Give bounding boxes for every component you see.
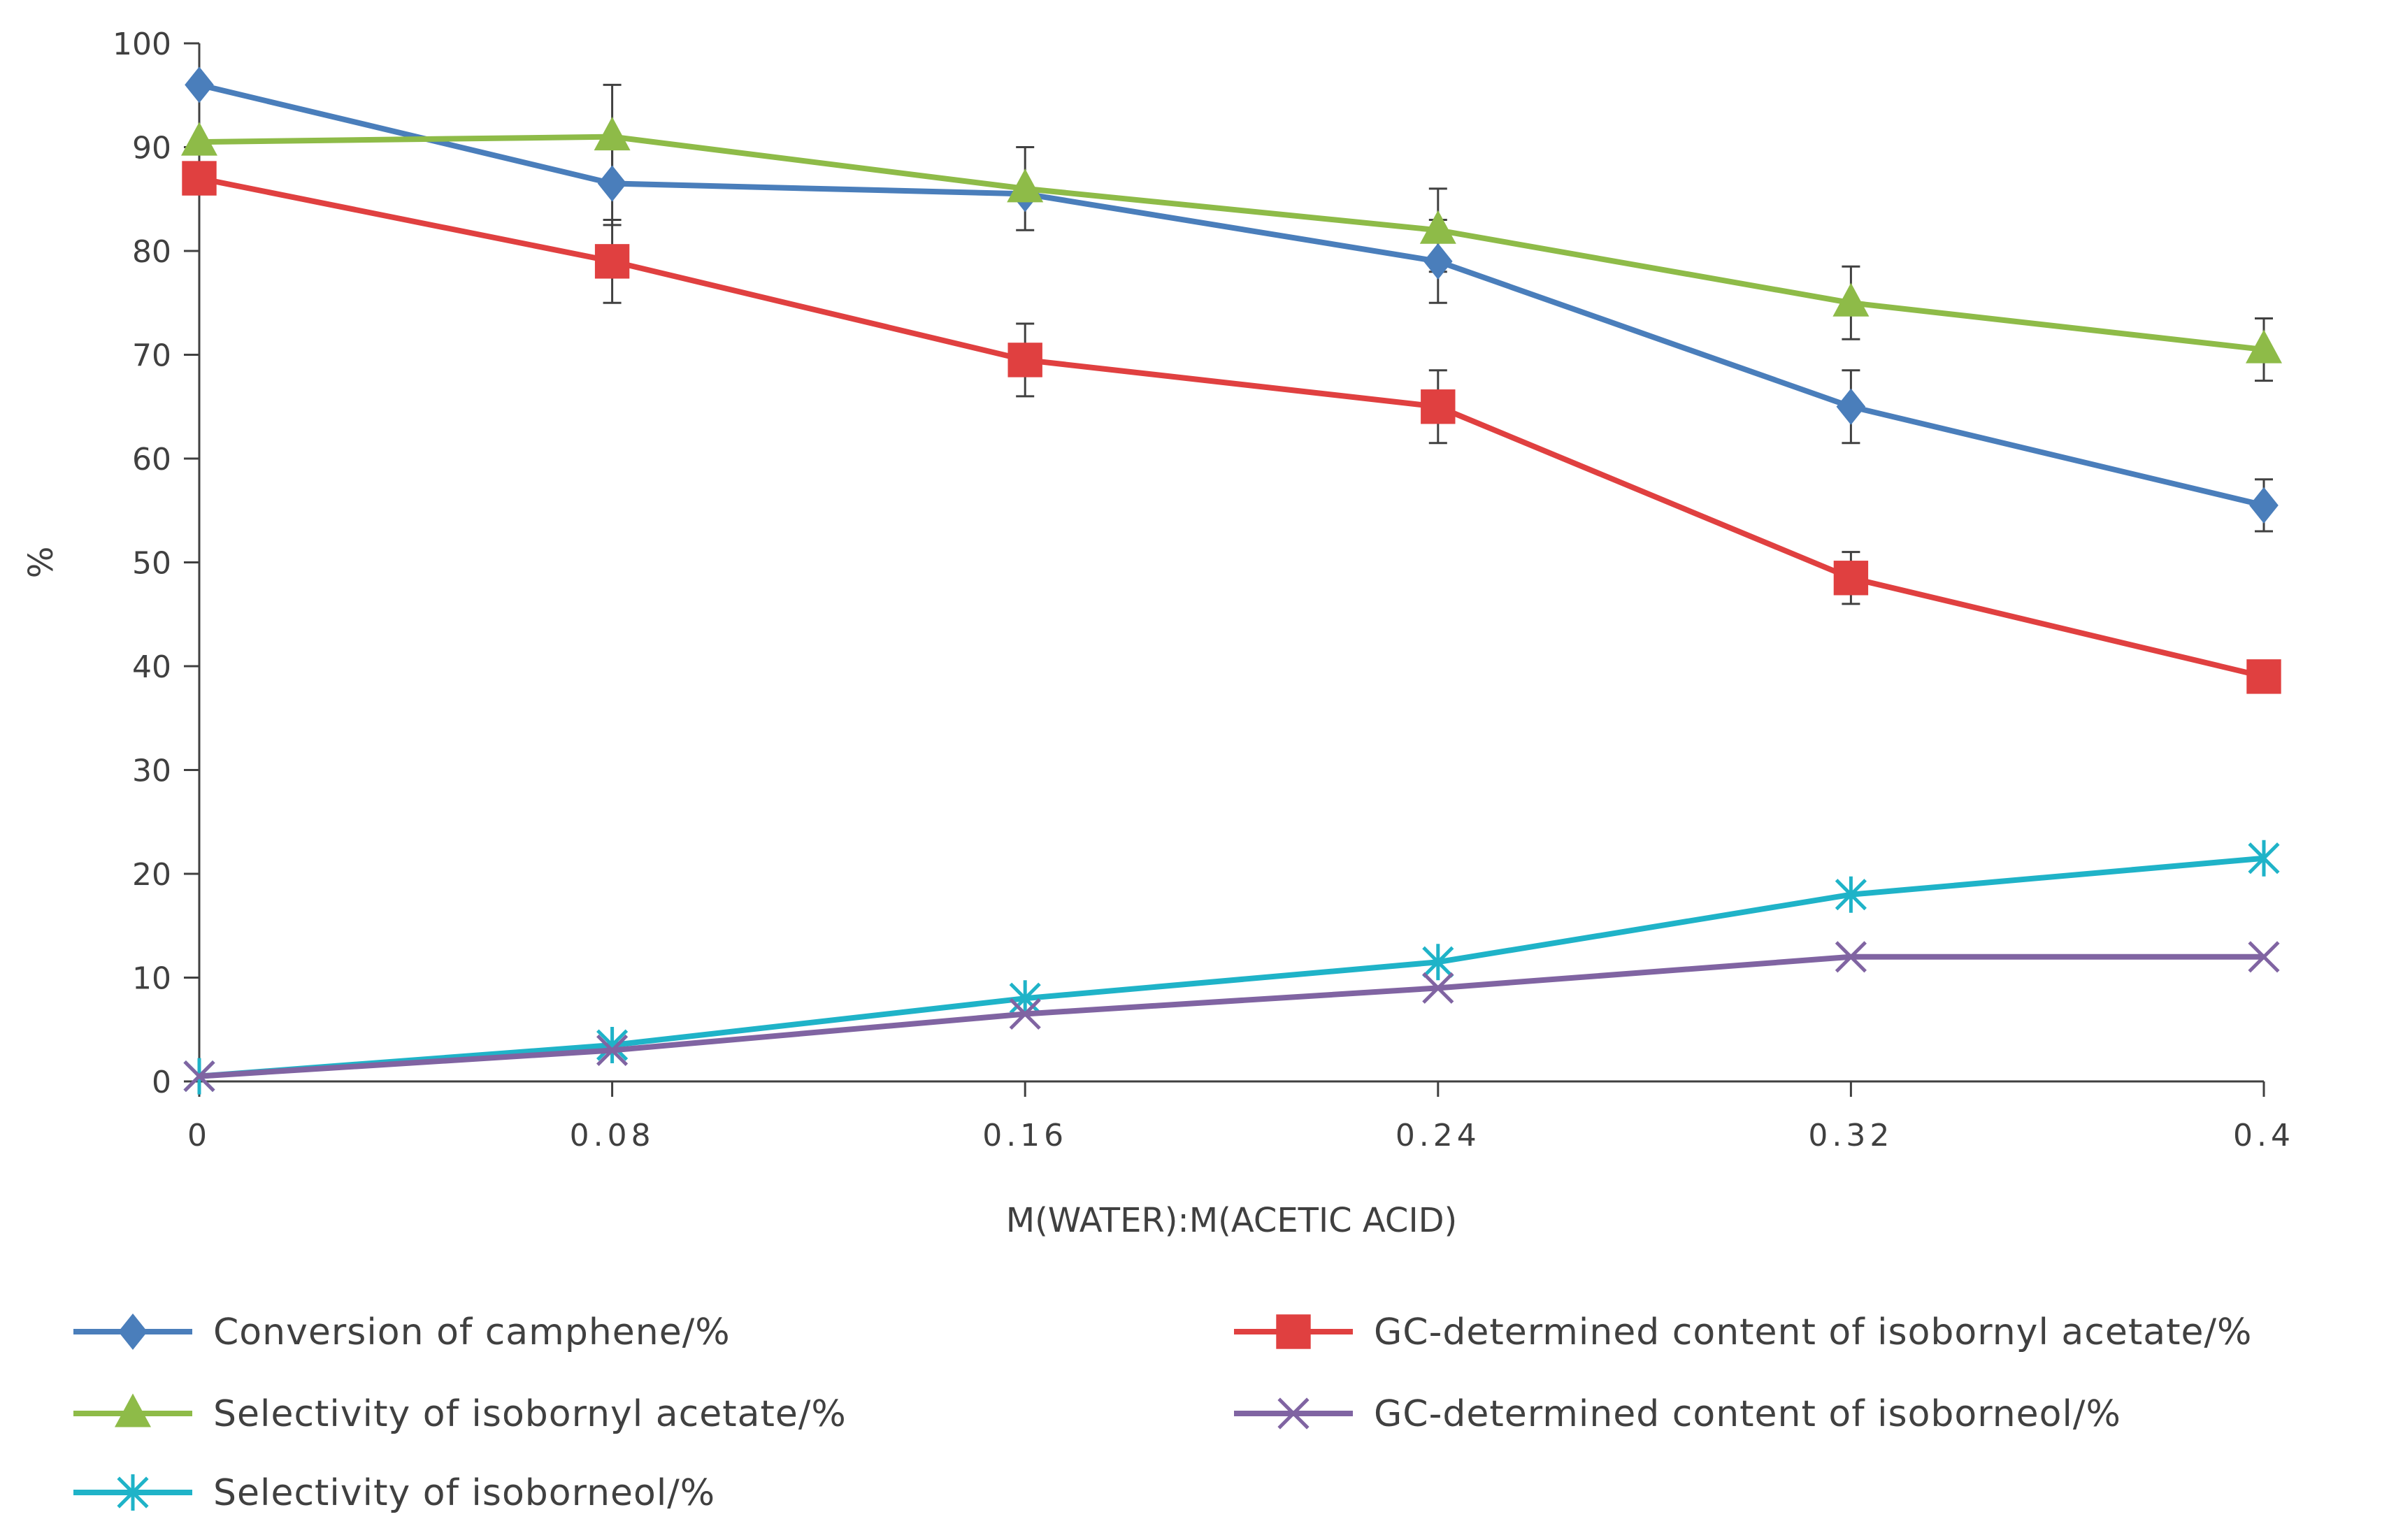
marker-stroke [596, 1034, 629, 1067]
legend: Conversion of camphene/% GC-determined co… [73, 1311, 2252, 1514]
x-tick-label: 0.16 [982, 1118, 1068, 1153]
data-point [1007, 343, 1042, 377]
data-point [2246, 659, 2281, 694]
legend-item: Selectivity of isoborneol/% [73, 1472, 715, 1514]
legend-item: Selectivity of isobornyl acetate/% [73, 1393, 847, 1435]
marker-stroke [1422, 972, 1454, 1004]
marker-stroke [183, 1060, 215, 1093]
marker-stroke [1277, 1397, 1310, 1430]
data-point [594, 117, 631, 151]
legend-label: GC-determined content of isobornyl aceta… [1374, 1311, 2252, 1353]
x-axis-title: M(WATER):M(ACETIC ACID) [1006, 1201, 1458, 1240]
legend-item: GC-determined content of isoborneol/% [1234, 1393, 2121, 1435]
data-point [1423, 243, 1453, 280]
legend-label: Conversion of camphene/% [213, 1311, 731, 1353]
data-point [1835, 876, 1867, 913]
legend-label: Selectivity of isobornyl acetate/% [213, 1393, 847, 1435]
data-point [1832, 282, 1870, 317]
data-point [185, 66, 214, 103]
data-point [597, 165, 627, 202]
x-tick-label: 0 [187, 1118, 211, 1153]
y-tick-label: 50 [132, 546, 171, 582]
x-tick-label: 0.4 [2233, 1118, 2295, 1153]
series-1 [182, 161, 2281, 694]
data-point [1419, 210, 1456, 244]
y-tick-label: 90 [132, 131, 171, 166]
data-point [1009, 998, 1041, 1030]
series-line [199, 855, 2265, 1079]
series-0 [185, 66, 2279, 524]
y-tick-label: 30 [132, 754, 171, 789]
series-line [199, 953, 2264, 1079]
x-tick-label: 0.08 [570, 1118, 655, 1153]
data-point [1835, 941, 1867, 973]
legend-marker [117, 1474, 149, 1511]
data-point [2249, 487, 2279, 524]
data-point [2248, 840, 2280, 877]
series-2 [181, 117, 2282, 364]
data-point [2246, 329, 2282, 364]
y-tick-label: 10 [132, 961, 171, 997]
data-point [1421, 389, 1456, 424]
data-point [1009, 980, 1041, 1017]
marker-stroke [1835, 941, 1867, 973]
series-line [199, 175, 2265, 679]
y-tick-label: 70 [132, 338, 171, 374]
data-point [1422, 972, 1454, 1004]
legend-label: GC-determined content of isoborneol/% [1374, 1393, 2121, 1435]
y-tick-label: 60 [132, 442, 171, 477]
y-axis-ticks: 0 10 20 30 40 50 60 70 80 90 100 [113, 27, 199, 1100]
legend-marker [1276, 1314, 1311, 1349]
legend-label: Selectivity of isoborneol/% [213, 1472, 715, 1514]
legend-item: GC-determined content of isobornyl aceta… [1234, 1311, 2252, 1353]
data-point [1007, 168, 1044, 203]
data-point [1836, 388, 1866, 425]
axes [198, 43, 2264, 1083]
series-line [199, 82, 2265, 508]
series-4 [183, 840, 2280, 1095]
series-line [199, 134, 2265, 353]
x-tick-label: 0.24 [1396, 1118, 1481, 1153]
data-point [594, 244, 630, 279]
data-point [1422, 944, 1454, 981]
series-3 [183, 941, 2280, 1093]
plot-area [181, 66, 2282, 1095]
data-point [2248, 941, 2280, 973]
legend-item: Conversion of camphene/% [73, 1311, 731, 1353]
x-tick-label: 0.32 [1808, 1118, 1893, 1153]
y-tick-label: 20 [132, 857, 171, 893]
data-point [181, 122, 217, 156]
data-point [182, 161, 217, 196]
data-point [1833, 561, 1869, 596]
y-tick-label: 0 [152, 1065, 171, 1100]
y-tick-label: 40 [132, 649, 171, 685]
y-tick-label: 80 [132, 234, 171, 270]
legend-marker [115, 1393, 151, 1427]
data-point [183, 1060, 215, 1093]
y-tick-label: 100 [113, 27, 171, 62]
y-axis-title: % [22, 547, 61, 579]
data-point [596, 1034, 629, 1067]
legend-marker [118, 1314, 148, 1350]
x-axis-ticks: 0 0.08 0.16 0.24 0.32 0.4 [187, 1081, 2295, 1153]
marker-stroke [2248, 941, 2280, 973]
marker-stroke [1009, 998, 1041, 1030]
legend-marker [1277, 1397, 1310, 1430]
data-point [596, 1027, 629, 1064]
